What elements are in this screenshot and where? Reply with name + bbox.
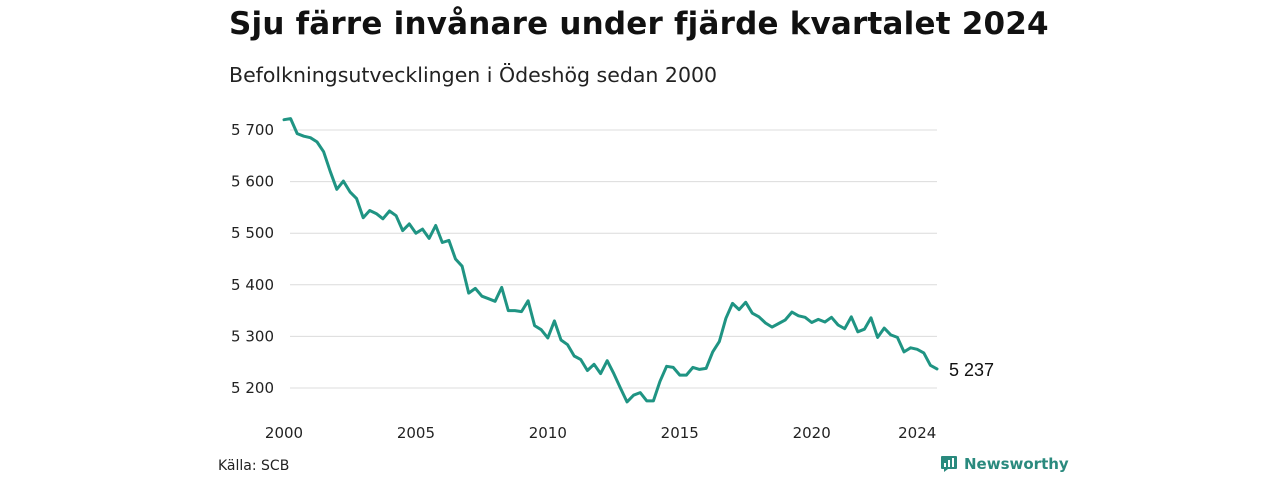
x-tick-label: 2005 xyxy=(397,424,435,442)
chart-title: Sju färre invånare under fjärde kvartale… xyxy=(229,6,1049,42)
series-line-population xyxy=(282,117,939,404)
source-note: Källa: SCB xyxy=(218,458,290,474)
y-tick-label: 5 300 xyxy=(231,327,274,345)
x-axis-ticks: 2000 2005 2010 2015 2020 2024 xyxy=(265,424,936,442)
brand-logo[interactable]: Newsworthy xyxy=(940,455,1069,473)
y-tick-label: 5 500 xyxy=(231,224,274,242)
x-tick-label: 2000 xyxy=(265,424,303,442)
series-layer xyxy=(282,117,939,404)
y-tick-label: 5 600 xyxy=(231,173,274,191)
end-value-layer: 5 237 xyxy=(949,360,994,380)
x-tick-label: 2020 xyxy=(793,424,831,442)
y-tick-label: 5 400 xyxy=(231,276,274,294)
brand-name: Newsworthy xyxy=(964,455,1069,473)
x-tick-label: 2024 xyxy=(898,424,936,442)
y-tick-label: 5 700 xyxy=(231,121,274,139)
y-axis-ticks: 5 200 5 300 5 400 5 500 5 600 5 700 xyxy=(231,121,274,397)
chart-subtitle: Befolkningsutvecklingen i Ödeshög sedan … xyxy=(229,63,718,87)
x-tick-label: 2010 xyxy=(529,424,567,442)
x-tick-label: 2015 xyxy=(661,424,699,442)
end-value-label: 5 237 xyxy=(949,360,994,380)
gridlines xyxy=(290,129,937,389)
bar-chart-icon xyxy=(941,456,957,472)
y-tick-label: 5 200 xyxy=(231,379,274,397)
